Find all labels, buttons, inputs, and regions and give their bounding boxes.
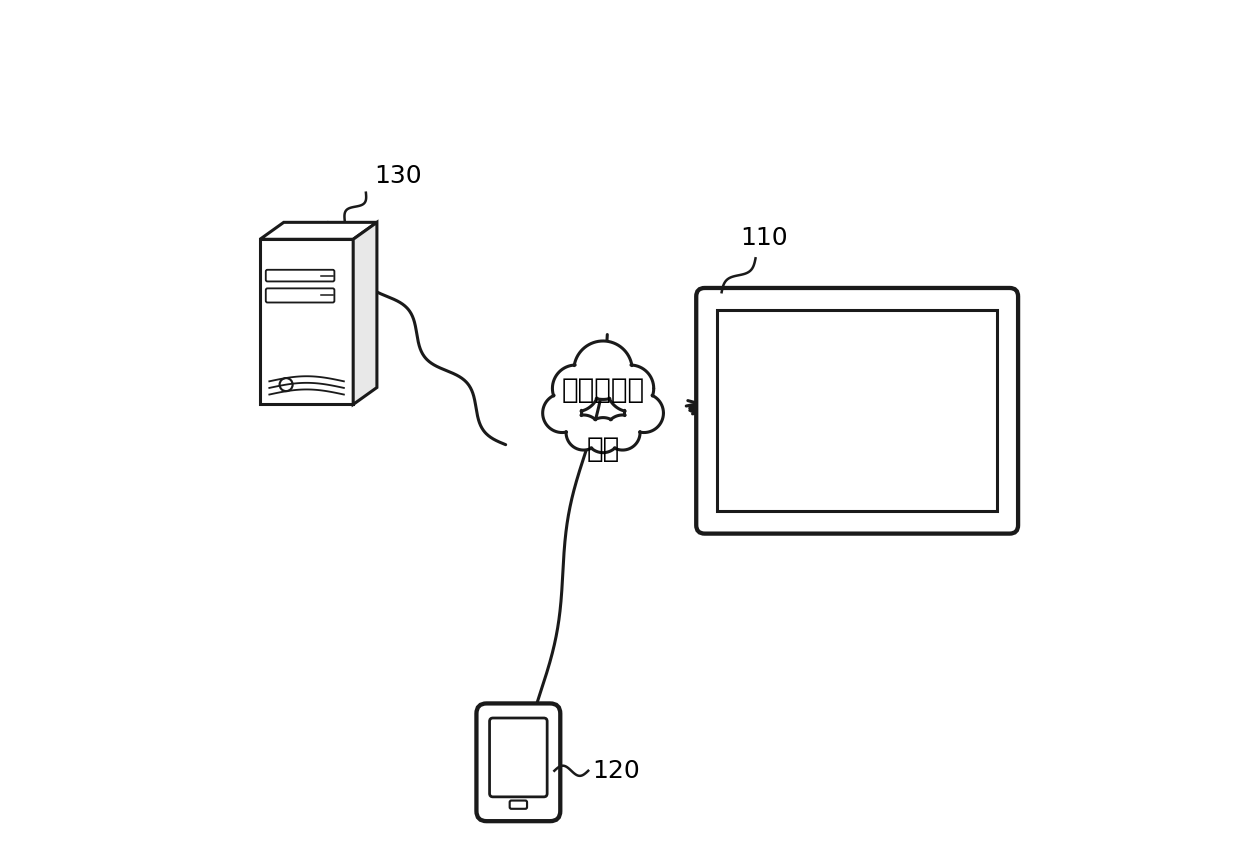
FancyBboxPatch shape (510, 800, 527, 809)
Circle shape (279, 378, 293, 391)
Circle shape (606, 365, 653, 412)
Text: 有线或无线: 有线或无线 (562, 375, 645, 404)
Circle shape (585, 418, 620, 452)
Text: 120: 120 (593, 759, 640, 783)
Circle shape (543, 394, 582, 433)
Text: 网络: 网络 (587, 435, 620, 463)
Polygon shape (260, 222, 377, 240)
Text: 110: 110 (740, 226, 787, 250)
Circle shape (625, 394, 663, 433)
Bar (717, 310, 997, 512)
Bar (260, 240, 353, 405)
FancyBboxPatch shape (476, 703, 560, 822)
FancyBboxPatch shape (265, 288, 335, 302)
Text: 130: 130 (374, 164, 422, 189)
Circle shape (552, 365, 599, 412)
FancyBboxPatch shape (696, 288, 1018, 534)
Circle shape (605, 415, 640, 450)
Circle shape (574, 341, 632, 400)
Circle shape (565, 415, 601, 450)
FancyBboxPatch shape (490, 718, 547, 797)
FancyBboxPatch shape (265, 270, 335, 281)
Polygon shape (353, 222, 377, 405)
